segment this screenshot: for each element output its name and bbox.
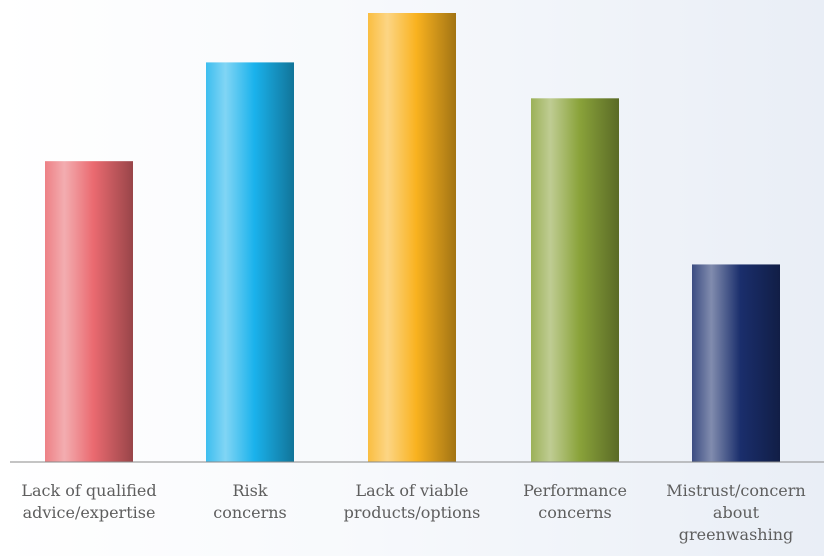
bar-1 [45, 161, 133, 463]
x-tick-label-3: Lack of viable products/options [343, 481, 481, 522]
x-tick-label-4: Performance concerns [523, 481, 627, 522]
bar-5 [692, 264, 780, 462]
x-tick-label-1: Lack of qualified advice/expertise [21, 481, 157, 522]
bar-2 [206, 62, 294, 462]
bars-group [45, 13, 780, 463]
bar-3 [368, 13, 456, 462]
x-tick-label-2: Risk concerns [213, 481, 287, 522]
bar-4 [531, 98, 619, 462]
x-tick-label-5: Mistrust/concern about greenwashing [666, 481, 806, 544]
